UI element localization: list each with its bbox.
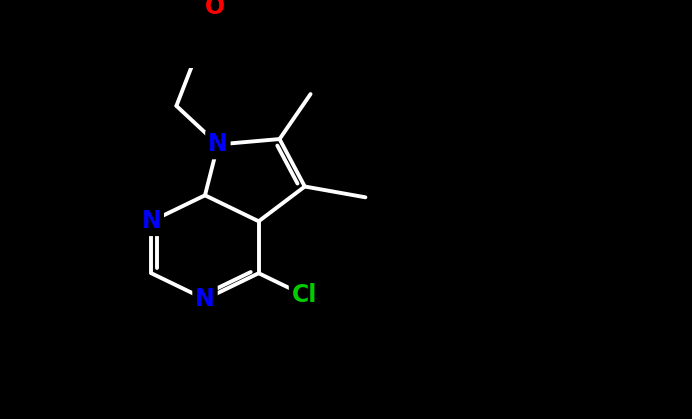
Text: O: O bbox=[205, 0, 225, 19]
Text: Cl: Cl bbox=[291, 283, 317, 307]
Text: N: N bbox=[141, 209, 161, 233]
Text: N: N bbox=[208, 132, 228, 156]
Text: N: N bbox=[195, 287, 215, 311]
